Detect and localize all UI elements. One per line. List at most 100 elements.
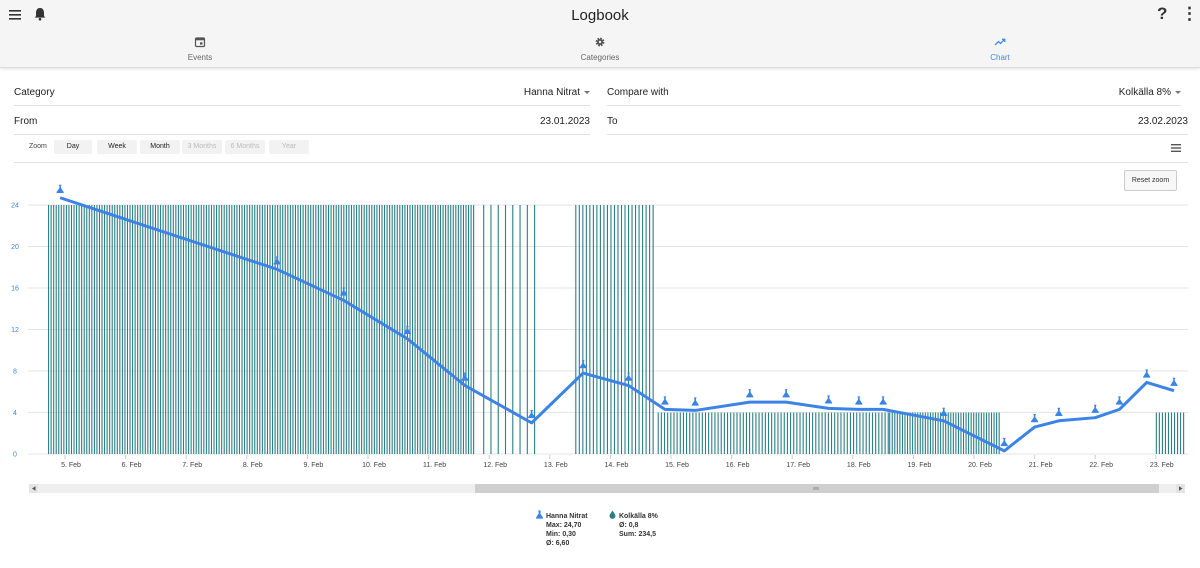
- compare-bar: [856, 412, 858, 454]
- from-label: From: [14, 116, 38, 127]
- zoom-week-button[interactable]: Week: [97, 140, 137, 154]
- compare-bar: [193, 205, 195, 454]
- compare-bar: [613, 205, 616, 454]
- legend-compare-avg: Ø: 0,8: [619, 522, 639, 529]
- tab-events[interactable]: Events: [0, 36, 400, 68]
- compare-bar: [218, 205, 220, 454]
- compare-select[interactable]: Kolkälla 8%: [1119, 87, 1181, 98]
- x-tick-label: 19. Feb: [908, 462, 932, 469]
- flask-shape: [855, 396, 863, 405]
- compare-bar: [419, 205, 421, 454]
- compare-bar: [350, 205, 353, 454]
- compare-bar: [755, 412, 757, 454]
- compare-bar: [195, 205, 197, 454]
- bell-icon[interactable]: [32, 6, 48, 22]
- flask-shape: [824, 395, 833, 404]
- compare-bar: [121, 205, 123, 454]
- compare-bar: [483, 205, 485, 454]
- to-field[interactable]: To 23.02.2023: [607, 106, 1188, 135]
- zoom-6months-button[interactable]: 6 Months: [225, 140, 265, 154]
- arrow-left-icon: [32, 486, 36, 491]
- from-date-input[interactable]: 23.01.2023: [539, 116, 590, 127]
- navigator-handle[interactable]: [475, 484, 1159, 493]
- flask-shape: [746, 389, 754, 398]
- y-tick-label: 12: [11, 327, 19, 334]
- legend-compare[interactable]: Kolkälla 8% Ø: 0,8 Sum: 234,5: [608, 510, 658, 539]
- flask-shape: [461, 372, 469, 381]
- compare-field[interactable]: Compare with Kolkälla 8%: [607, 77, 1181, 106]
- compare-bar: [144, 205, 146, 454]
- compare-bar: [582, 205, 584, 454]
- compare-bar: [899, 412, 901, 454]
- compare-bar: [129, 205, 131, 454]
- help-button[interactable]: ?: [1157, 4, 1168, 23]
- chart-menu-icon[interactable]: [1171, 144, 1181, 152]
- compare-bar: [942, 412, 944, 454]
- compare-bar: [68, 205, 70, 454]
- more-menu-button[interactable]: ⋮: [1181, 4, 1198, 23]
- tab-chart[interactable]: Chart: [800, 36, 1200, 68]
- zoom-3months-button[interactable]: 3 Months: [182, 140, 222, 154]
- chart-plot[interactable]: 0 4 8 12 16 20 24 5. Feb 6. Feb 7. Feb 8. Feb 9. F…: [0, 0, 1200, 500]
- y-tick-label: 24: [11, 203, 19, 210]
- compare-bar: [808, 412, 811, 454]
- flask-shape: [661, 396, 669, 405]
- flask-shape: [273, 256, 281, 265]
- compare-bar: [947, 412, 949, 454]
- compare-bar: [457, 205, 459, 454]
- compare-bar: [730, 412, 732, 454]
- compare-bar: [865, 412, 867, 454]
- legend-primary[interactable]: Hanna Nitrat Max: 24,70 Min: 0,30 Ø: 6,6…: [535, 510, 588, 548]
- compare-bar: [692, 412, 694, 454]
- compare-bar: [124, 205, 126, 454]
- compare-bar: [676, 412, 678, 454]
- compare-bar: [1158, 412, 1160, 454]
- compare-bar: [126, 205, 129, 454]
- compare-bar: [761, 412, 763, 454]
- compare-bar: [960, 412, 962, 454]
- compare-bar: [401, 205, 403, 454]
- flask-shape: [579, 360, 587, 369]
- zoom-year-button[interactable]: Year: [269, 140, 309, 154]
- compare-bar: [241, 205, 243, 454]
- primary-series-line: [59, 196, 1175, 453]
- x-tick-label: 17. Feb: [786, 462, 810, 469]
- zoom-day-button[interactable]: Day: [54, 140, 92, 154]
- compare-bar: [610, 205, 612, 454]
- compare-bar: [289, 205, 291, 454]
- reset-zoom-button[interactable]: Reset zoom: [1124, 170, 1177, 191]
- compare-bar: [657, 412, 659, 454]
- compare-bar: [182, 205, 185, 454]
- compare-bar: [465, 205, 467, 454]
- compare-bar: [1155, 412, 1157, 454]
- flask-marker-icon: [1030, 414, 1039, 423]
- compare-bar: [86, 205, 88, 454]
- flask-marker-icon: [1143, 369, 1151, 378]
- compare-bar: [749, 412, 751, 454]
- to-date-input[interactable]: 23.02.2023: [1137, 116, 1188, 127]
- x-tick-label: 23. Feb: [1150, 462, 1174, 469]
- category-select[interactable]: Hanna Nitrat: [524, 87, 590, 98]
- y-tick-label: 4: [13, 410, 17, 417]
- zoom-month-button[interactable]: Month: [140, 140, 180, 154]
- category-field[interactable]: Category Hanna Nitrat: [14, 77, 590, 106]
- to-label: To: [607, 116, 618, 127]
- menu-icon[interactable]: [8, 7, 24, 23]
- compare-bar: [91, 205, 93, 454]
- compare-bar: [294, 205, 297, 454]
- flask-marker-icon: [1091, 404, 1099, 413]
- compare-bar: [575, 205, 577, 454]
- tab-categories[interactable]: Categories: [400, 36, 800, 68]
- compare-bar: [434, 205, 437, 454]
- compare-bar: [815, 412, 817, 454]
- compare-bar: [837, 412, 839, 454]
- compare-bar: [226, 205, 228, 454]
- compare-bar: [137, 205, 139, 454]
- compare-bar: [606, 205, 608, 454]
- legend-compare-name: Kolkälla 8%: [618, 513, 658, 520]
- compare-bar: [934, 412, 937, 454]
- x-tick-label: 13. Feb: [544, 462, 568, 469]
- compare-bar: [116, 205, 118, 454]
- from-field[interactable]: From 23.01.2023: [14, 106, 590, 135]
- compare-bar: [717, 412, 719, 454]
